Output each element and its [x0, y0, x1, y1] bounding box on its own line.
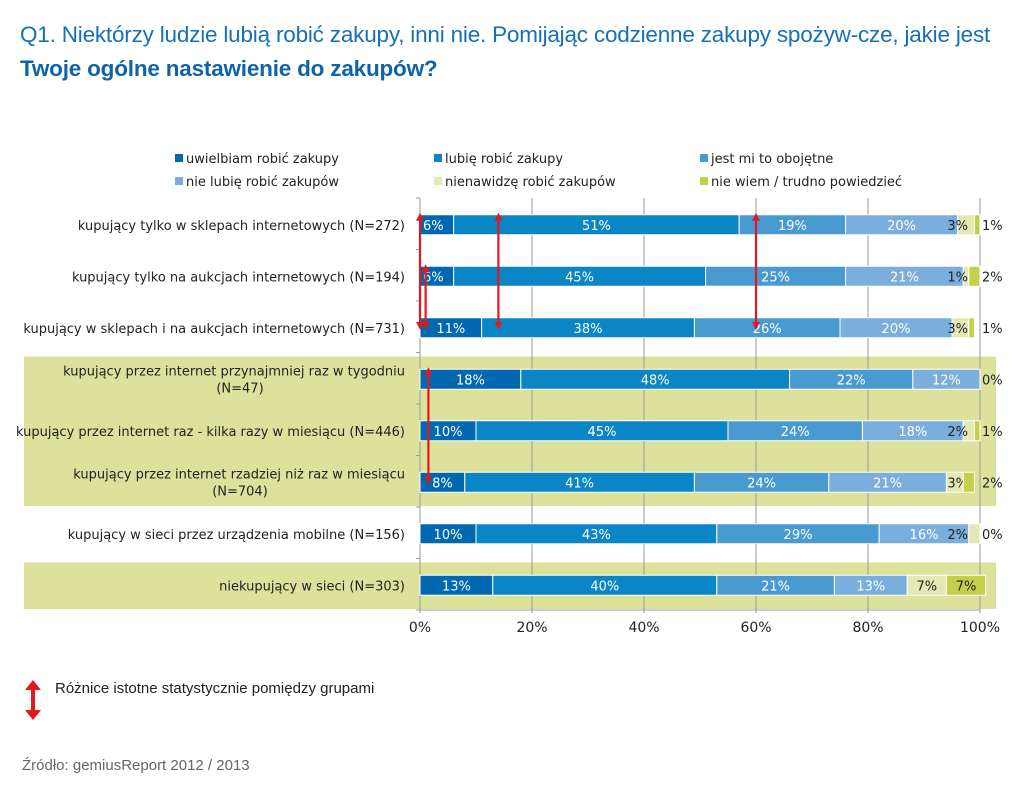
- data-label: 19%: [778, 219, 807, 234]
- bar-row: 10% 45% 24% 18% 2% 1%: [419, 420, 1003, 442]
- x-tick-label: 20%: [516, 620, 547, 636]
- legend-swatch: [434, 177, 442, 185]
- data-label: 21%: [761, 579, 790, 594]
- bar-segment: [968, 265, 981, 287]
- data-label: 2%: [947, 425, 968, 440]
- data-label: 13%: [856, 579, 885, 594]
- data-label: 1%: [982, 425, 1003, 440]
- data-label: 21%: [873, 476, 902, 491]
- data-label: 3%: [947, 219, 968, 234]
- x-tick-label: 40%: [628, 620, 659, 636]
- bar-segment: [968, 317, 975, 339]
- data-label: 20%: [887, 219, 916, 234]
- bar-row: 6% 45% 25% 21% 1% 2%: [419, 265, 1003, 287]
- legend-swatch: [175, 177, 183, 185]
- legend-label: nienawidzę robić zakupów: [445, 175, 616, 190]
- data-label: 20%: [882, 322, 911, 337]
- x-tick-label: 60%: [740, 620, 771, 636]
- data-label: 7%: [916, 579, 937, 594]
- category-label: kupujący tylko na aukcjach internetowych…: [72, 270, 405, 285]
- bar-row: 13% 40% 21% 13% 7% 7%: [419, 574, 987, 596]
- legend-swatch: [700, 177, 708, 185]
- data-label: 10%: [434, 528, 463, 543]
- category-label: kupujący w sieci przez urządzenia mobiln…: [68, 528, 405, 543]
- x-tick-label: 0%: [409, 620, 431, 636]
- chart-title: Q1. Niektórzy ludzie lubią robić zakupy,…: [20, 18, 1010, 86]
- data-label: 29%: [784, 528, 813, 543]
- data-label: 1%: [947, 270, 968, 285]
- significance-legend-text: Różnice istotne statystycznie pomiędzy g…: [55, 680, 375, 697]
- category-label: kupujący w sklepach i na aukcjach intern…: [23, 322, 405, 337]
- data-label: 12%: [932, 373, 961, 388]
- x-tick-label: 80%: [852, 620, 883, 636]
- category-label: kupujący przez internet przynajmniej raz…: [63, 364, 405, 379]
- chart-title-bold: Twoje ogólne nastawienie do zakupów?: [20, 56, 438, 81]
- data-label: 2%: [947, 528, 968, 543]
- category-label: niekupujący w sieci (N=303): [219, 579, 405, 594]
- data-label: 21%: [890, 270, 919, 285]
- x-tick-label: 100%: [960, 620, 1000, 636]
- legend-swatch: [434, 154, 442, 162]
- bar-row: 10% 43% 29% 16% 2% 0%: [419, 523, 1003, 545]
- data-label: 48%: [641, 373, 670, 388]
- category-label-n: (N=704): [212, 484, 268, 499]
- source-note: Źródło: gemiusReport 2012 / 2013: [22, 757, 250, 774]
- data-label: 13%: [442, 579, 471, 594]
- data-label: 11%: [436, 322, 465, 337]
- data-label: 45%: [565, 270, 594, 285]
- data-label: 1%: [982, 322, 1003, 337]
- category-label: kupujący przez internet rzadziej niż raz…: [73, 467, 405, 482]
- bar-segment: [973, 420, 981, 442]
- bar-segment: [973, 214, 981, 236]
- data-label: 18%: [898, 425, 927, 440]
- bar-segment: [968, 523, 981, 545]
- data-label: 18%: [456, 373, 485, 388]
- legend-label: lubię robić zakupy: [445, 152, 563, 167]
- data-label: 45%: [588, 425, 617, 440]
- data-label: 1%: [982, 219, 1003, 234]
- bar-segment: [912, 368, 981, 390]
- data-label: 43%: [582, 528, 611, 543]
- bar-row: 11% 38% 26% 20% 3% 1%: [419, 317, 1003, 339]
- data-label: 40%: [590, 579, 619, 594]
- bar-segment: [945, 574, 987, 596]
- data-label: 6%: [423, 219, 444, 234]
- data-label: 2%: [982, 270, 1003, 285]
- legend-label: nie lubię robić zakupów: [186, 175, 339, 190]
- data-label: 41%: [565, 476, 594, 491]
- category-label-n: (N=47): [216, 381, 263, 396]
- data-label: 8%: [432, 476, 453, 491]
- data-label: 10%: [434, 425, 463, 440]
- legend-label: uwielbiam robić zakupy: [186, 152, 339, 167]
- data-label: 24%: [747, 476, 776, 491]
- data-label: 38%: [574, 322, 603, 337]
- data-label: 7%: [956, 579, 977, 594]
- legend-swatch: [700, 154, 708, 162]
- category-label: kupujący przez internet raz - kilka razy…: [16, 425, 405, 440]
- data-label: 3%: [947, 322, 968, 337]
- legend-label: nie wiem / trudno powiedzieć: [711, 175, 902, 190]
- data-label: 51%: [582, 219, 611, 234]
- bar-row: 6% 51% 19% 20% 3% 1%: [419, 214, 1003, 236]
- data-label: 22%: [837, 373, 866, 388]
- data-label: 0%: [982, 373, 1003, 388]
- stacked-bar-chart: uwielbiam robić zakupy lubię robić zakupy…: [16, 152, 1003, 636]
- bar-row: 8% 41% 24% 21% 3% 2%: [419, 471, 1003, 493]
- double-arrow-icon: [25, 680, 41, 720]
- legend-label: jest mi to obojętne: [710, 152, 833, 167]
- data-label: 16%: [910, 528, 939, 543]
- legend-swatch: [175, 154, 183, 162]
- bar-row: 18% 48% 22% 12% 0%: [419, 368, 1003, 390]
- data-label: 24%: [781, 425, 810, 440]
- category-label: kupujący tylko w sklepach internetowych …: [78, 219, 405, 234]
- data-label: 25%: [761, 270, 790, 285]
- chart-title-normal: Q1. Niektórzy ludzie lubią robić zakupy,…: [20, 22, 991, 47]
- data-label: 0%: [982, 528, 1003, 543]
- bar-segment: [962, 471, 975, 493]
- data-label: 2%: [982, 476, 1003, 491]
